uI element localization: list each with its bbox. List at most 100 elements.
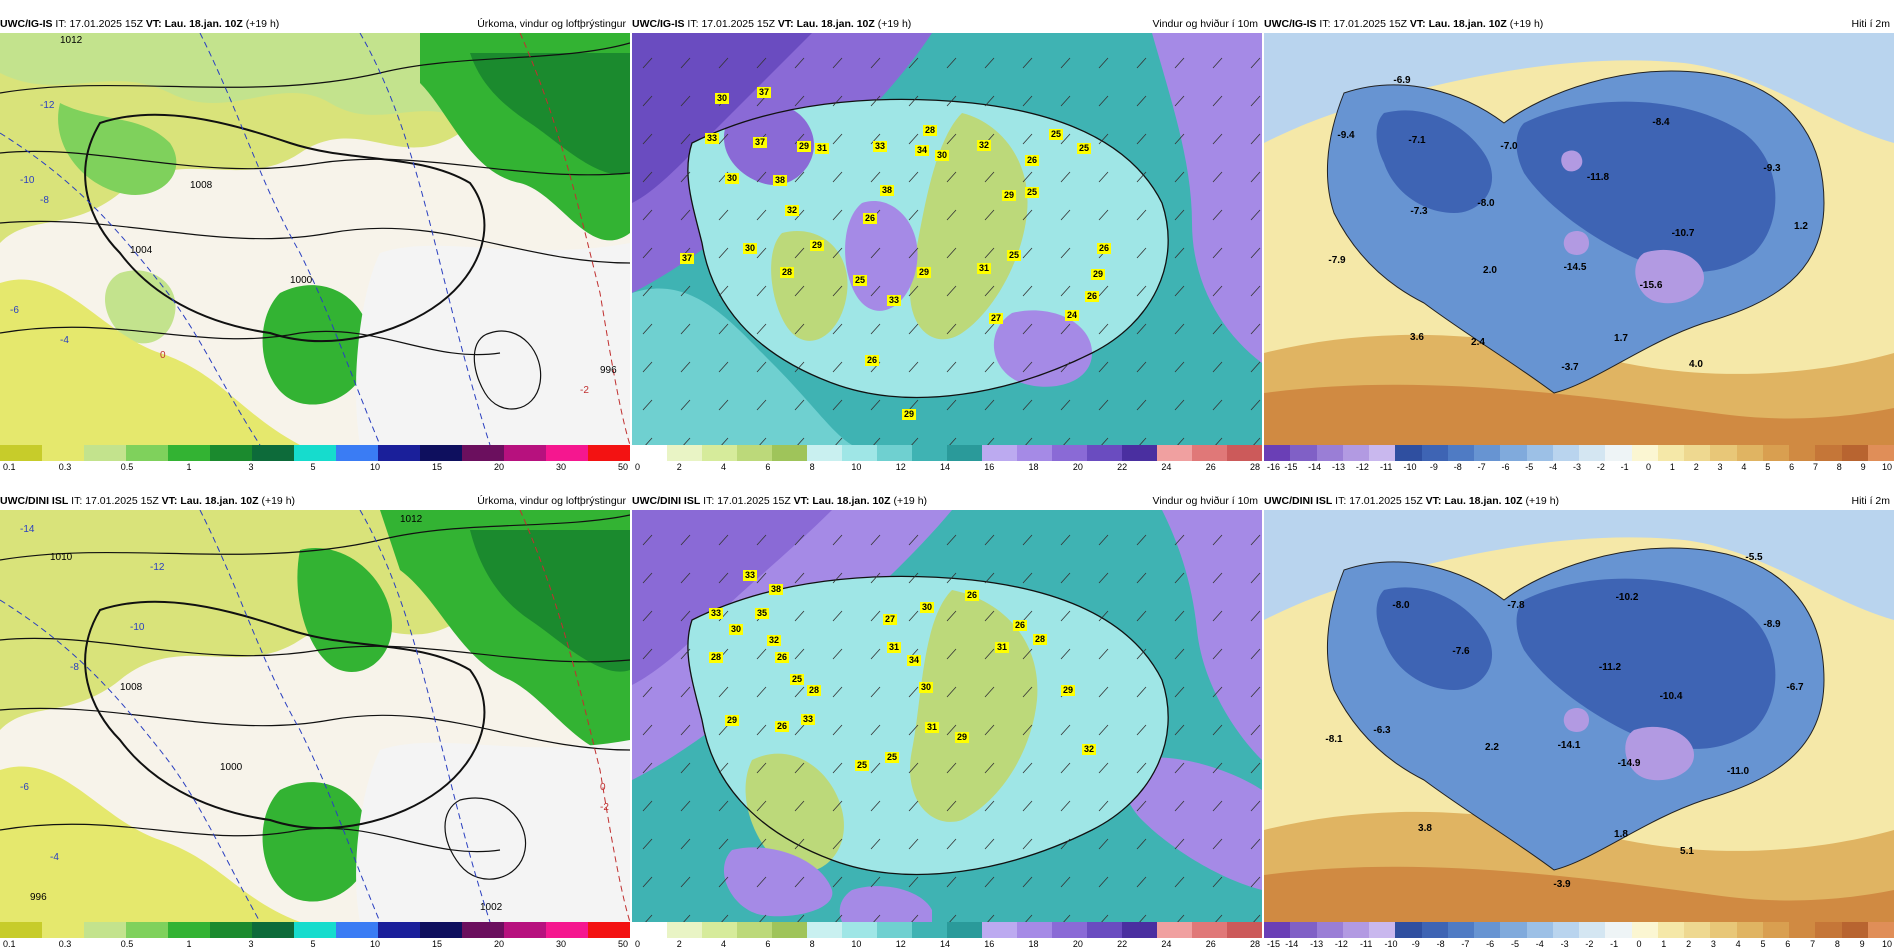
temperature-label: 1.8 [1614,829,1628,840]
gust-label-box [725,173,739,184]
wind-arrow [756,247,767,259]
temp-map-svg: -5.5 -8.0 -7.8 -10.2 -8.9 -7.6 -11.2 -10.4 -6.7 -… [1264,510,1894,922]
colorbar-swatch [1017,445,1052,461]
colorbar-swatch [84,922,126,938]
colorbar-swatch [1657,445,1684,461]
wind-arrow [1022,686,1033,698]
wind-arrow [1098,399,1109,411]
it-label: IT: [55,18,67,30]
colorbar-swatch [1157,445,1192,461]
gust-label: 26 [865,213,875,223]
product-title: Úrkoma, vindur og loftþrýstingur [477,495,626,507]
wind-arrow [946,648,957,660]
colorbar-swatch [1290,922,1317,938]
lead-time: (+19 h) [877,18,912,30]
temperature-label: -7.3 [1410,206,1428,217]
colorbar-tick-label: -7 [1477,462,1486,472]
wind-arrow [1060,209,1071,221]
wind-arrow [756,285,767,297]
product-title: Úrkoma, vindur og loftþrýstingur [477,18,626,30]
temperature-label: 2.4 [1471,337,1485,348]
wind-arrow [1212,724,1223,736]
wind-arrow [759,437,767,445]
colorbar-tick-label: -16 [1267,462,1281,472]
wind-arrow [1136,209,1147,221]
gust-label-box [815,143,829,154]
wind-arrow [642,399,653,411]
wind-arrow [908,572,919,584]
colorbar-tick-label: 0.3 [58,939,72,949]
colorbar-swatch [1657,922,1684,938]
gust-label: 33 [707,133,717,143]
colorbar-swatch [1421,445,1448,461]
colorbar-tick-label: 7 [1810,939,1816,949]
wind-arrow [1215,437,1223,445]
gust-label: 25 [887,752,897,762]
wind-arrow [984,686,995,698]
colorbar-swatch [772,922,807,938]
colorbar-tick-label: -14 [1308,462,1322,472]
colorbar-swatch [1157,922,1192,938]
gust-label-box [729,624,743,635]
gust-label: 33 [889,295,899,305]
colorbar-tick-label: -15 [1267,939,1281,949]
wind-arrow [1174,724,1185,736]
wind-arrow [1174,399,1185,411]
colorbar-tick-label: 5 [1760,939,1766,949]
colorbar-swatch [1710,445,1737,461]
wind-arrow [1060,399,1071,411]
precip-map-svg: 1012 1010 1008 1000 1002 996 -14 -12 -10 -8 -6 -4 -2… [0,510,630,922]
contour-label: -2 [600,802,609,813]
wind-arrow [1060,361,1071,373]
wind-arrow [759,914,767,922]
colorbar-tick-label: 10 [1881,462,1893,472]
colorbar-tick-label: 3 [248,462,254,472]
wind-arrow [756,534,767,546]
wind-arrow [756,762,767,774]
temperature-label: -3.9 [1553,879,1571,890]
contour-label: -4 [50,852,59,863]
wind-arrow [1060,800,1071,812]
colorbar-swatch [947,445,982,461]
colorbar-tick-label: 8 [1836,462,1842,472]
gust-label: 28 [1035,634,1045,644]
colorbar-tick-label: 30 [555,462,567,472]
wind-arrow [1060,762,1071,774]
gust-label-box [1007,250,1021,261]
colorbar-swatch [462,922,504,938]
product-title: Hiti í 2m [1851,18,1890,30]
wind-arrow [1253,914,1261,922]
gust-label: 38 [771,584,781,594]
wind-arrow [911,437,919,445]
wind-arrow [756,876,767,888]
contour-label: -10 [20,175,35,186]
wind-arrow [1022,171,1033,183]
it-label: IT: [71,495,83,507]
gust-label: 26 [1015,620,1025,630]
temperature-label: -6.3 [1373,725,1391,736]
temperature-label: -14.5 [1564,262,1587,273]
temperature-label: 3.8 [1418,823,1432,834]
wind-arrow [870,686,881,698]
wind-arrow [946,95,957,107]
wind-arrow [1250,247,1261,259]
gust-label-box [873,141,887,152]
colorbar-tick-label: 0.5 [120,939,134,949]
wind-arrow [873,914,881,922]
gust-label-box [743,243,757,254]
wind-colorbar [632,922,1262,938]
it-value: 17.01.2025 15Z [717,495,791,507]
it-label: IT: [687,18,699,30]
colorbar-swatch [842,445,877,461]
vt-value: Lau. 18.jan. 10Z [164,18,243,30]
wind-arrow [1098,171,1109,183]
wind-arrow [1060,247,1071,259]
contour-label: 0 [160,350,166,361]
gust-label-box [780,267,794,278]
wind-arrow [832,838,843,850]
gust-label-box [767,635,781,646]
wind-arrow [832,361,843,373]
wind-colorbar [632,445,1262,461]
gust-label: 29 [727,715,737,725]
wind-arrow [908,95,919,107]
